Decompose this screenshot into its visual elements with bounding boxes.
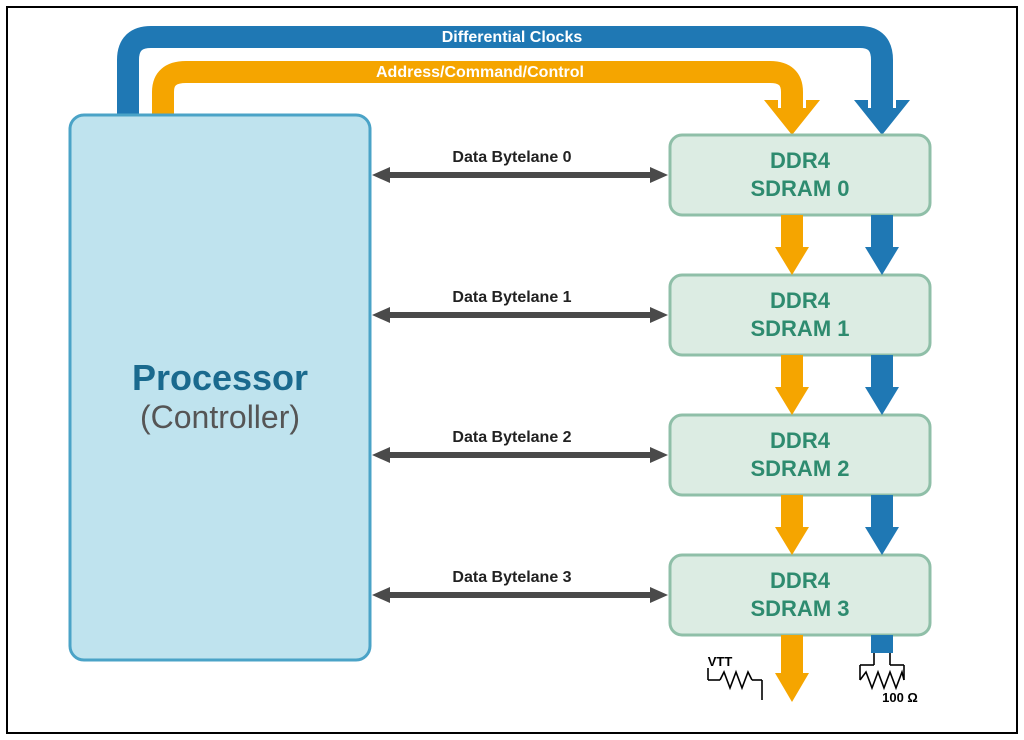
lane-2-label: Data Bytelane 2	[452, 429, 571, 446]
ohm-label: 100 Ω	[882, 690, 918, 705]
ddr-3-line1: DDR4	[770, 568, 831, 593]
addr-bus-label: Address/Command/Control	[376, 64, 584, 81]
ddr-1: DDR4 SDRAM 1	[670, 275, 930, 355]
vtt-label: VTT	[708, 654, 733, 669]
lane-0-label: Data Bytelane 0	[452, 149, 571, 166]
data-lane-0: Data Bytelane 0	[372, 149, 668, 183]
ohm-termination: 100 Ω	[860, 653, 918, 705]
ddr-1-line2: SDRAM 1	[750, 316, 849, 341]
ddr-3-line2: SDRAM 3	[750, 596, 849, 621]
data-lane-1: Data Bytelane 1	[372, 289, 668, 323]
diagram-svg: Differential Clocks Address/Command/Cont…	[0, 0, 1024, 740]
ddr-0: DDR4 SDRAM 0	[670, 135, 930, 215]
ddr-1-line1: DDR4	[770, 288, 831, 313]
vtt-termination: VTT	[708, 654, 762, 700]
ddr-0-line1: DDR4	[770, 148, 831, 173]
data-lane-3: Data Bytelane 3	[372, 569, 668, 603]
processor-title: Processor	[132, 357, 308, 398]
lane-3-label: Data Bytelane 3	[452, 569, 571, 586]
flyby-1-2	[775, 355, 899, 415]
ddr-2: DDR4 SDRAM 2	[670, 415, 930, 495]
processor-subtitle: (Controller)	[140, 399, 300, 435]
data-lane-2: Data Bytelane 2	[372, 429, 668, 463]
lane-1-label: Data Bytelane 1	[452, 289, 571, 306]
flyby-0-1	[775, 215, 899, 275]
clock-bus-label: Differential Clocks	[442, 29, 583, 46]
flyby-2-3	[775, 495, 899, 555]
ddr-3: DDR4 SDRAM 3	[670, 555, 930, 635]
ddr-2-line1: DDR4	[770, 428, 831, 453]
ddr-0-line2: SDRAM 0	[750, 176, 849, 201]
ddr-2-line2: SDRAM 2	[750, 456, 849, 481]
flyby-3-term	[775, 635, 893, 702]
